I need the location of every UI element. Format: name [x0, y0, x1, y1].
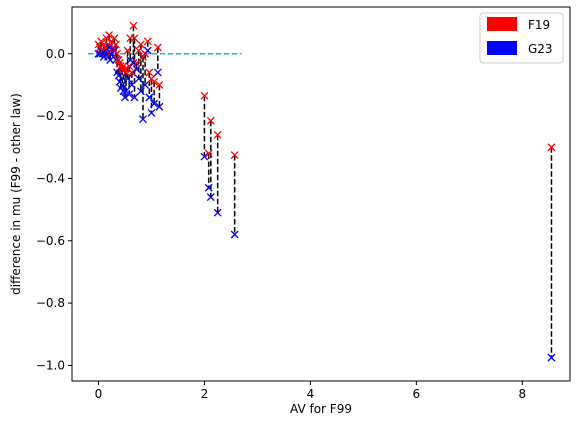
g23-point-25	[127, 80, 136, 89]
g23-point-39	[200, 152, 209, 161]
g23-point-40	[204, 183, 213, 192]
f19-point-12	[110, 34, 119, 43]
g23-point-23	[125, 90, 134, 99]
g23-point-31	[139, 115, 147, 124]
g23-point-26	[129, 59, 138, 68]
f19-point-34	[145, 68, 154, 77]
f19-point-27	[130, 34, 139, 43]
g23-point-29	[134, 74, 143, 83]
f19-point-30	[136, 40, 145, 49]
y-tick-label-2: −0.4	[36, 171, 65, 185]
legend-swatch-g23	[487, 41, 517, 55]
f19-point-39	[200, 91, 209, 100]
g23-point-20	[121, 93, 129, 102]
y-tick-label-1: −0.2	[36, 109, 65, 123]
g23-point-36	[150, 99, 159, 108]
f19-point-23	[125, 62, 134, 71]
g23-point-22	[123, 74, 132, 83]
f19-point-29	[134, 46, 143, 55]
f19-point-41	[206, 116, 215, 125]
f19-point-33	[143, 37, 152, 46]
f19-point-28	[132, 59, 141, 68]
g23-point-15	[114, 71, 123, 80]
f19-point-26	[129, 21, 138, 30]
f19-point-38	[155, 80, 164, 89]
plot-area	[87, 21, 556, 362]
legend-swatch-f19	[487, 17, 517, 31]
g23-point-27	[130, 93, 139, 102]
x-axis-ticks: 0 2 4 6 8	[95, 381, 526, 401]
y-tick-label-4: −0.8	[36, 296, 65, 310]
y-axis-label: difference in mu (F99 - other law)	[9, 93, 23, 295]
g23-point-33	[143, 46, 152, 55]
x-tick-label-1: 2	[201, 387, 209, 401]
g23-point-44	[547, 353, 556, 362]
f19-point-43	[230, 151, 239, 160]
axes-frame	[71, 6, 571, 382]
g23-point-35	[147, 109, 156, 117]
y-tick-label-0: 0.0	[46, 47, 65, 61]
x-tick-label-4: 8	[518, 387, 526, 401]
f19-point-37	[153, 43, 162, 52]
y-axis-ticks: 0.0 −0.2 −0.4 −0.6 −0.8 −1.0	[36, 47, 72, 372]
g23-point-28	[132, 65, 141, 74]
y-tick-label-3: −0.6	[36, 234, 65, 248]
x-tick-label-2: 4	[307, 387, 315, 401]
legend-label-f19: F19	[528, 18, 550, 32]
f19-point-42	[213, 130, 222, 139]
legend: F19 G23	[479, 12, 564, 64]
legend-label-g23: G23	[528, 42, 553, 56]
g23-point-34	[145, 93, 154, 102]
g23-point-41	[206, 193, 215, 202]
g23-point-18	[118, 80, 127, 89]
f19-point-22	[123, 46, 132, 55]
y-tick-label-5: −1.0	[36, 358, 65, 372]
g23-point-42	[213, 208, 222, 217]
f19-point-8	[105, 31, 114, 40]
g23-point-30	[136, 87, 145, 96]
f19-point-44	[547, 143, 556, 152]
x-axis-label: AV for F99	[290, 402, 352, 416]
f19-point-40	[204, 149, 213, 158]
f19-point-25	[127, 68, 136, 77]
f19-point-36	[150, 77, 159, 86]
g23-point-43	[230, 230, 239, 239]
f19-point-13	[112, 40, 120, 49]
x-tick-label-0: 0	[95, 387, 103, 401]
f19-point-21	[122, 68, 130, 77]
g23-point-19	[119, 87, 128, 96]
x-tick-label-3: 6	[413, 387, 421, 401]
f19-point-14	[113, 49, 121, 58]
g23-point-37	[153, 68, 162, 77]
g23-point-38	[155, 102, 164, 111]
g23-point-32	[141, 80, 150, 89]
